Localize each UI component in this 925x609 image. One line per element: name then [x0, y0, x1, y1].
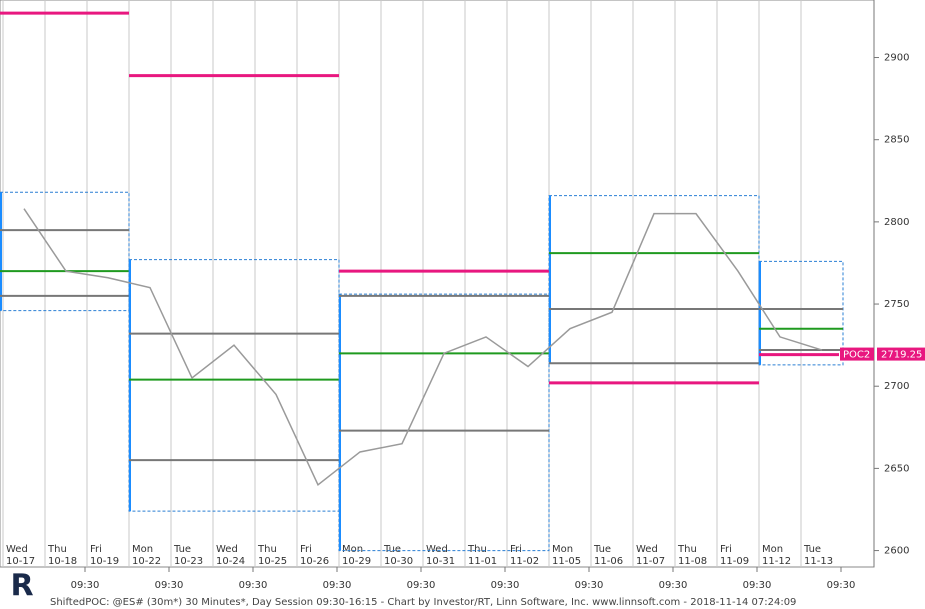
poc-tag-bg [840, 347, 874, 361]
y-tick-label: 2800 [884, 217, 909, 228]
time-label: 09:30 [827, 580, 856, 591]
x-tick-label: 11-01 [468, 556, 497, 567]
logo: R [6, 569, 40, 606]
x-weekday-label: Wed [216, 544, 238, 555]
y-tick-label: 2750 [884, 299, 909, 310]
x-tick-label: 10-18 [48, 556, 77, 567]
x-weekday-label: Wed [6, 544, 28, 555]
x-weekday-label: Thu [677, 544, 697, 555]
x-weekday-label: Thu [257, 544, 277, 555]
x-weekday-label: Wed [426, 544, 448, 555]
x-weekday-label: Fri [720, 544, 732, 555]
x-weekday-label: Fri [510, 544, 522, 555]
plot-area [0, 0, 875, 568]
x-weekday-label: Mon [762, 544, 783, 555]
y-tick-label: 2650 [884, 463, 909, 474]
x-weekday-label: Tue [803, 544, 821, 555]
x-weekday-label: Mon [552, 544, 573, 555]
x-tick-label: 10-31 [426, 556, 455, 567]
x-weekday-label: Thu [467, 544, 487, 555]
price-axis [874, 0, 925, 567]
x-tick-label: 11-08 [678, 556, 707, 567]
x-tick-label: 11-13 [804, 556, 833, 567]
x-tick-label: 10-24 [216, 556, 245, 567]
svg-text:R: R [10, 569, 33, 604]
x-weekday-label: Tue [593, 544, 611, 555]
price-label-bg [877, 347, 925, 361]
time-label: 09:30 [575, 580, 604, 591]
price-line [23, 208, 823, 486]
x-weekday-label: Mon [342, 544, 363, 555]
x-tick-label: 11-02 [510, 556, 539, 567]
profile-box [758, 260, 844, 366]
y-tick-label: 2850 [884, 135, 909, 146]
x-tick-label: 11-06 [594, 556, 623, 567]
x-weekday-label: Fri [90, 544, 102, 555]
time-label: 09:30 [71, 580, 100, 591]
poc-tag: POC2 [843, 350, 870, 361]
time-label: 09:30 [323, 580, 352, 591]
time-label: 09:30 [155, 580, 184, 591]
footer: ShiftedPOC: @ES# (30m*) 30 Minutes*, Day… [50, 597, 796, 608]
x-weekday-label: Tue [383, 544, 401, 555]
price-label: 2719.25 [881, 350, 922, 361]
y-tick-label: 2600 [884, 546, 909, 557]
time-label: 09:30 [491, 580, 520, 591]
x-weekday-label: Wed [636, 544, 658, 555]
time-label: 09:30 [407, 580, 436, 591]
x-tick-label: 11-12 [762, 556, 791, 567]
x-tick-label: 10-17 [6, 556, 35, 567]
profile-box [0, 191, 130, 312]
x-weekday-label: Thu [47, 544, 67, 555]
time-label: 09:30 [743, 580, 772, 591]
profile-box [338, 293, 550, 552]
time-label: 09:30 [659, 580, 688, 591]
x-tick-label: 11-09 [720, 556, 749, 567]
x-weekday-label: Fri [300, 544, 312, 555]
y-tick-label: 2700 [884, 381, 909, 392]
x-tick-label: 10-22 [132, 556, 161, 567]
x-tick-label: 10-23 [174, 556, 203, 567]
x-weekday-label: Mon [132, 544, 153, 555]
x-tick-label: 10-30 [384, 556, 413, 567]
y-tick-label: 2900 [884, 53, 909, 64]
x-weekday-label: Tue [173, 544, 191, 555]
x-tick-label: 10-25 [258, 556, 287, 567]
x-tick-label: 11-05 [552, 556, 581, 567]
x-tick-label: 10-29 [342, 556, 371, 567]
x-tick-label: 11-07 [636, 556, 665, 567]
x-tick-label: 10-19 [90, 556, 119, 567]
time-label: 09:30 [239, 580, 268, 591]
x-tick-label: 10-26 [300, 556, 329, 567]
